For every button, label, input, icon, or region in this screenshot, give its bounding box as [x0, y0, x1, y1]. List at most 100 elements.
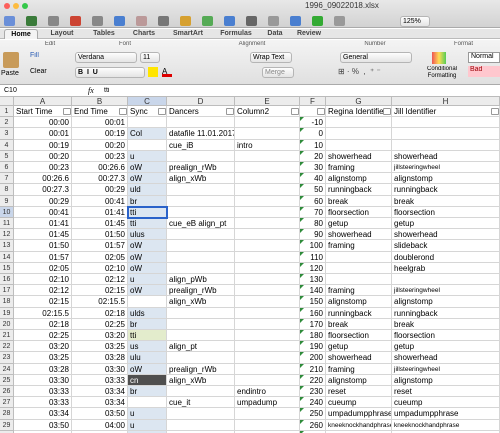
cell[interactable]: runningback: [392, 307, 500, 319]
toolbar-icon[interactable]: [136, 16, 147, 26]
empty-cell[interactable]: [235, 195, 300, 207]
cell[interactable]: umpadump: [235, 397, 300, 409]
toolbar-icon[interactable]: [70, 16, 81, 26]
cell[interactable]: 70: [300, 206, 326, 218]
cell[interactable]: umpadumpphrase: [392, 408, 500, 420]
toolbar-icon[interactable]: [158, 16, 169, 26]
cell[interactable]: ulu: [128, 352, 167, 364]
cell[interactable]: 02:15: [72, 285, 128, 297]
empty-cell[interactable]: [167, 408, 235, 420]
paste-label[interactable]: Paste: [1, 70, 19, 77]
row-header[interactable]: 19: [0, 307, 14, 319]
cell[interactable]: 00:26.6: [72, 162, 128, 174]
empty-cell[interactable]: [167, 386, 235, 398]
header-cell[interactable]: Column2: [235, 106, 300, 118]
cell[interactable]: oW: [128, 240, 167, 252]
empty-cell[interactable]: [128, 397, 167, 409]
empty-cell[interactable]: [392, 139, 500, 151]
cell[interactable]: endintro: [235, 386, 300, 398]
ribbon-tab[interactable]: Charts: [132, 30, 156, 37]
row-header[interactable]: 11: [0, 218, 14, 230]
empty-cell[interactable]: [235, 296, 300, 308]
empty-cell[interactable]: [235, 117, 300, 129]
column-header[interactable]: C: [128, 97, 167, 106]
cell[interactable]: alignstomp: [326, 173, 392, 185]
cell[interactable]: 160: [300, 307, 326, 319]
cell[interactable]: 02:18: [72, 307, 128, 319]
empty-cell[interactable]: [235, 162, 300, 174]
header-cell[interactable]: Sync: [128, 106, 167, 118]
cell[interactable]: tti: [128, 218, 167, 230]
column-header[interactable]: G: [326, 97, 392, 106]
cell[interactable]: jillsteeringwheel: [392, 363, 500, 375]
filter-button[interactable]: [158, 108, 166, 115]
row-header[interactable]: 1: [0, 106, 14, 118]
empty-cell[interactable]: [326, 128, 392, 140]
column-header[interactable]: A: [14, 97, 72, 106]
cell[interactable]: 00:20: [14, 150, 72, 162]
empty-cell[interactable]: [167, 262, 235, 274]
cell[interactable]: 40: [300, 173, 326, 185]
cell[interactable]: floorsection: [392, 206, 500, 218]
cell[interactable]: framing: [326, 363, 392, 375]
empty-cell[interactable]: [167, 318, 235, 330]
cell[interactable]: framing: [326, 162, 392, 174]
ribbon-tab[interactable]: Home: [4, 29, 38, 39]
cell[interactable]: 00:26.6: [14, 173, 72, 185]
toolbar-icon[interactable]: [92, 16, 103, 26]
header-cell[interactable]: Start Time: [14, 106, 72, 118]
cell[interactable]: heelgrab: [392, 262, 500, 274]
cell[interactable]: 00:19: [14, 139, 72, 151]
empty-cell[interactable]: [235, 374, 300, 386]
cell[interactable]: 03:34: [72, 386, 128, 398]
column-header[interactable]: B: [72, 97, 128, 106]
empty-cell[interactable]: [167, 229, 235, 241]
cell[interactable]: 03:34: [14, 408, 72, 420]
zoom-button[interactable]: [22, 3, 28, 9]
cell[interactable]: tti: [128, 330, 167, 342]
empty-cell[interactable]: [235, 363, 300, 375]
empty-cell[interactable]: [167, 195, 235, 207]
cell[interactable]: 03:50: [72, 408, 128, 420]
cell[interactable]: 110: [300, 251, 326, 263]
number-format-select[interactable]: General: [340, 52, 412, 63]
cell[interactable]: align_pWb: [167, 274, 235, 286]
cell[interactable]: cue_iB: [167, 139, 235, 151]
cell[interactable]: 220: [300, 374, 326, 386]
column-header[interactable]: E: [235, 97, 300, 106]
empty-cell[interactable]: [235, 318, 300, 330]
cell[interactable]: 01:45: [72, 218, 128, 230]
empty-cell[interactable]: [235, 128, 300, 140]
conditional-icon[interactable]: [432, 52, 446, 64]
cell[interactable]: 180: [300, 330, 326, 342]
minimize-button[interactable]: [13, 3, 19, 9]
empty-cell[interactable]: [392, 117, 500, 129]
row-header[interactable]: 27: [0, 397, 14, 409]
empty-cell[interactable]: [235, 307, 300, 319]
row-header[interactable]: 15: [0, 262, 14, 274]
cell[interactable]: getup: [392, 218, 500, 230]
row-header[interactable]: 13: [0, 240, 14, 252]
cell[interactable]: getup: [326, 218, 392, 230]
empty-cell[interactable]: [167, 184, 235, 196]
cell[interactable]: 03:25: [72, 341, 128, 353]
number-buttons[interactable]: ⊞ · % , ⁺ ⁻: [338, 67, 381, 76]
cell[interactable]: u: [128, 150, 167, 162]
toolbar-icon[interactable]: [180, 16, 191, 26]
cell[interactable]: 01:45: [14, 229, 72, 241]
cell[interactable]: uld: [128, 184, 167, 196]
row-header[interactable]: 22: [0, 341, 14, 353]
empty-cell[interactable]: [235, 184, 300, 196]
cell[interactable]: ulus: [128, 229, 167, 241]
cell[interactable]: getup: [326, 341, 392, 353]
font-select[interactable]: Verdana: [75, 52, 137, 63]
cell[interactable]: 00:29: [14, 195, 72, 207]
cell[interactable]: 00:19: [72, 128, 128, 140]
row-header[interactable]: 28: [0, 408, 14, 420]
cell[interactable]: br: [128, 318, 167, 330]
toolbar-icon[interactable]: [246, 16, 257, 26]
cell[interactable]: 02:12: [14, 285, 72, 297]
cell[interactable]: align_xWb: [167, 173, 235, 185]
cell[interactable]: 00:27.3: [14, 184, 72, 196]
cell[interactable]: umpadumpphrase: [326, 408, 392, 420]
